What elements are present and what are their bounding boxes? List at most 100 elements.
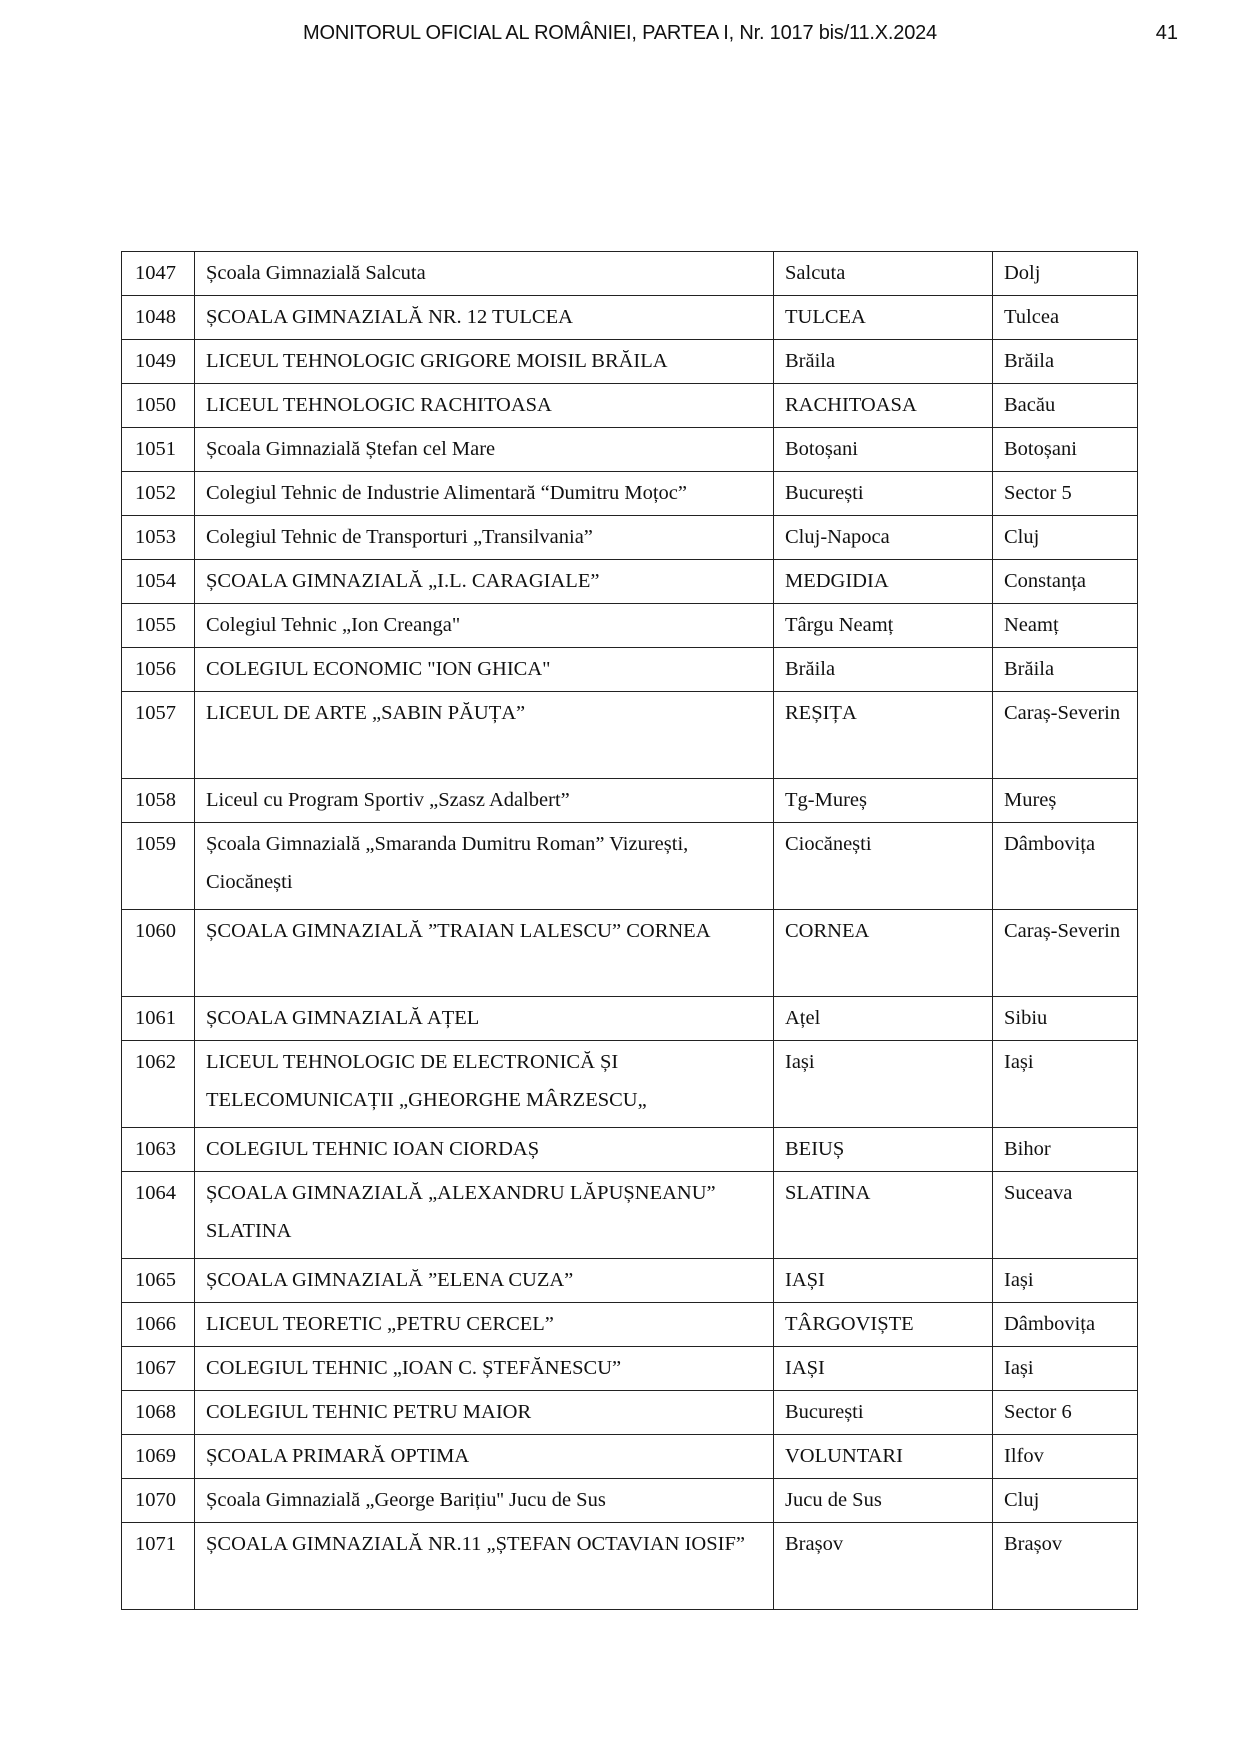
school-name-cell: COLEGIUL TEHNIC IOAN CIORDAȘ — [194, 1127, 774, 1172]
row-number-cell: 1047 — [121, 251, 195, 296]
school-name-cell: Școala Gimnazială „Smaranda Dumitru Roma… — [194, 822, 774, 910]
row-number-cell: 1048 — [121, 295, 195, 340]
locality-cell: Botoșani — [773, 427, 993, 472]
table-row: 1063 COLEGIUL TEHNIC IOAN CIORDAȘ BEIUȘ Bih… — [121, 1127, 1138, 1172]
row-number-cell: 1064 — [121, 1171, 195, 1259]
locality-cell: București — [773, 1390, 993, 1435]
row-number-cell: 1050 — [121, 383, 195, 428]
row-number-cell: 1056 — [121, 647, 195, 692]
table-row: 1065 ȘCOALA GIMNAZIALĂ ”ELENA CUZA” IAȘI Ia… — [121, 1258, 1138, 1303]
row-number-cell: 1063 — [121, 1127, 195, 1172]
school-name-cell: ȘCOALA GIMNAZIALĂ ”ELENA CUZA” — [194, 1258, 774, 1303]
row-number-cell: 1059 — [121, 822, 195, 910]
table-row: 1047 Școala Gimnazială Salcuta Salcuta Dolj — [121, 251, 1138, 296]
locality-cell: TULCEA — [773, 295, 993, 340]
table-row: 1055 Colegiul Tehnic „Ion Creanga" Târgu N… — [121, 603, 1138, 648]
locality-cell: Tg-Mureș — [773, 778, 993, 823]
table-row: 1060 ȘCOALA GIMNAZIALĂ ”TRAIAN LALESCU” C… — [121, 909, 1138, 997]
locality-cell: Iași — [773, 1040, 993, 1128]
school-name-cell: Liceul cu Program Sportiv „Szasz Adalber… — [194, 778, 774, 823]
table-row: 1067 COLEGIUL TEHNIC „IOAN C. ȘTEFĂNESCU”… — [121, 1346, 1138, 1391]
table-row: 1053 Colegiul Tehnic de Transporturi „Tra… — [121, 515, 1138, 560]
school-name-cell: LICEUL TEORETIC „PETRU CERCEL” — [194, 1302, 774, 1347]
table-row: 1048 ȘCOALA GIMNAZIALĂ NR. 12 TULCEA TULCE… — [121, 295, 1138, 340]
publication-title: MONITORUL OFICIAL AL ROMÂNIEI, PARTEA I,… — [303, 22, 937, 44]
table-row: 1049 LICEUL TEHNOLOGIC GRIGORE MOISIL BRĂ… — [121, 339, 1138, 384]
school-name-cell: ȘCOALA GIMNAZIALĂ „I.L. CARAGIALE” — [194, 559, 774, 604]
row-number-cell: 1057 — [121, 691, 195, 779]
county-cell: Iași — [992, 1258, 1138, 1303]
county-cell: Constanța — [992, 559, 1138, 604]
row-number-cell: 1062 — [121, 1040, 195, 1128]
table-row: 1052 Colegiul Tehnic de Industrie Aliment… — [121, 471, 1138, 516]
row-number-cell: 1053 — [121, 515, 195, 560]
table-row: 1054 ȘCOALA GIMNAZIALĂ „I.L. CARAGIALE” ME… — [121, 559, 1138, 604]
locality-cell: Cluj-Napoca — [773, 515, 993, 560]
county-cell: Caraș-Severin — [992, 691, 1138, 779]
county-cell: Mureș — [992, 778, 1138, 823]
table-row: 1058 Liceul cu Program Sportiv „Szasz Ada… — [121, 778, 1138, 823]
row-number-cell: 1051 — [121, 427, 195, 472]
table-row: 1066 LICEUL TEORETIC „PETRU CERCEL” TÂRGOV… — [121, 1302, 1138, 1347]
locality-cell: Ațel — [773, 996, 993, 1041]
row-number-cell: 1060 — [121, 909, 195, 997]
row-number-cell: 1067 — [121, 1346, 195, 1391]
schools-table: 1047 Școala Gimnazială Salcuta Salcuta Dolj… — [121, 251, 1138, 1610]
row-number-cell: 1071 — [121, 1522, 195, 1610]
school-name-cell: Colegiul Tehnic „Ion Creanga" — [194, 603, 774, 648]
county-cell: Neamț — [992, 603, 1138, 648]
table-row: 1071 ȘCOALA GIMNAZIALĂ NR.11 „ȘTEFAN OCTA… — [121, 1522, 1138, 1610]
locality-cell: Salcuta — [773, 251, 993, 296]
school-name-cell: COLEGIUL TEHNIC „IOAN C. ȘTEFĂNESCU” — [194, 1346, 774, 1391]
table-row: 1064 ȘCOALA GIMNAZIALĂ „ALEXANDRU LĂPUȘNE… — [121, 1171, 1138, 1259]
table-row: 1059 Școala Gimnazială „Smaranda Dumitru … — [121, 822, 1138, 910]
county-cell: Bacău — [992, 383, 1138, 428]
locality-cell: Jucu de Sus — [773, 1478, 993, 1523]
page-number: 41 — [1155, 22, 1178, 44]
county-cell: Caraș-Severin — [992, 909, 1138, 997]
row-number-cell: 1055 — [121, 603, 195, 648]
table-row: 1062 LICEUL TEHNOLOGIC DE ELECTRONICĂ ȘI … — [121, 1040, 1138, 1128]
table-row: 1061 ȘCOALA GIMNAZIALĂ AȚEL Ațel Sibiu — [121, 996, 1138, 1041]
county-cell: Sector 6 — [992, 1390, 1138, 1435]
row-number-cell: 1069 — [121, 1434, 195, 1479]
locality-cell: IAȘI — [773, 1346, 993, 1391]
county-cell: Iași — [992, 1346, 1138, 1391]
county-cell: Cluj — [992, 515, 1138, 560]
school-name-cell: ȘCOALA GIMNAZIALĂ AȚEL — [194, 996, 774, 1041]
school-name-cell: Școala Gimnazială Salcuta — [194, 251, 774, 296]
table-row: 1051 Școala Gimnazială Ștefan cel Mare Bot… — [121, 427, 1138, 472]
school-name-cell: Colegiul Tehnic de Industrie Alimentară … — [194, 471, 774, 516]
school-name-cell: LICEUL TEHNOLOGIC RACHITOASA — [194, 383, 774, 428]
county-cell: Botoșani — [992, 427, 1138, 472]
row-number-cell: 1066 — [121, 1302, 195, 1347]
school-name-cell: ȘCOALA GIMNAZIALĂ NR.11 „ȘTEFAN OCTAVIAN… — [194, 1522, 774, 1610]
locality-cell: Brașov — [773, 1522, 993, 1610]
school-name-cell: LICEUL TEHNOLOGIC DE ELECTRONICĂ ȘI TELE… — [194, 1040, 774, 1128]
locality-cell: MEDGIDIA — [773, 559, 993, 604]
locality-cell: BEIUȘ — [773, 1127, 993, 1172]
table-row: 1057 LICEUL DE ARTE „SABIN PĂUȚA” REȘIȚA Ca… — [121, 691, 1138, 779]
school-name-cell: Școala Gimnazială „George Barițiu'' Jucu… — [194, 1478, 774, 1523]
locality-cell: Brăila — [773, 339, 993, 384]
county-cell: Sibiu — [992, 996, 1138, 1041]
table-row: 1056 COLEGIUL ECONOMIC "ION GHICA" Brăila B… — [121, 647, 1138, 692]
locality-cell: TÂRGOVIȘTE — [773, 1302, 993, 1347]
locality-cell: SLATINA — [773, 1171, 993, 1259]
school-name-cell: ȘCOALA PRIMARĂ OPTIMA — [194, 1434, 774, 1479]
school-name-cell: LICEUL TEHNOLOGIC GRIGORE MOISIL BRĂILA — [194, 339, 774, 384]
county-cell: Cluj — [992, 1478, 1138, 1523]
county-cell: Iași — [992, 1040, 1138, 1128]
county-cell: Dolj — [992, 251, 1138, 296]
county-cell: Tulcea — [992, 295, 1138, 340]
locality-cell: CORNEA — [773, 909, 993, 997]
county-cell: Dâmbovița — [992, 822, 1138, 910]
row-number-cell: 1070 — [121, 1478, 195, 1523]
county-cell: Brăila — [992, 339, 1138, 384]
county-cell: Brașov — [992, 1522, 1138, 1610]
school-name-cell: ȘCOALA GIMNAZIALĂ „ALEXANDRU LĂPUȘNEANU”… — [194, 1171, 774, 1259]
row-number-cell: 1049 — [121, 339, 195, 384]
school-name-cell: COLEGIUL TEHNIC PETRU MAIOR — [194, 1390, 774, 1435]
county-cell: Bihor — [992, 1127, 1138, 1172]
locality-cell: RACHITOASA — [773, 383, 993, 428]
